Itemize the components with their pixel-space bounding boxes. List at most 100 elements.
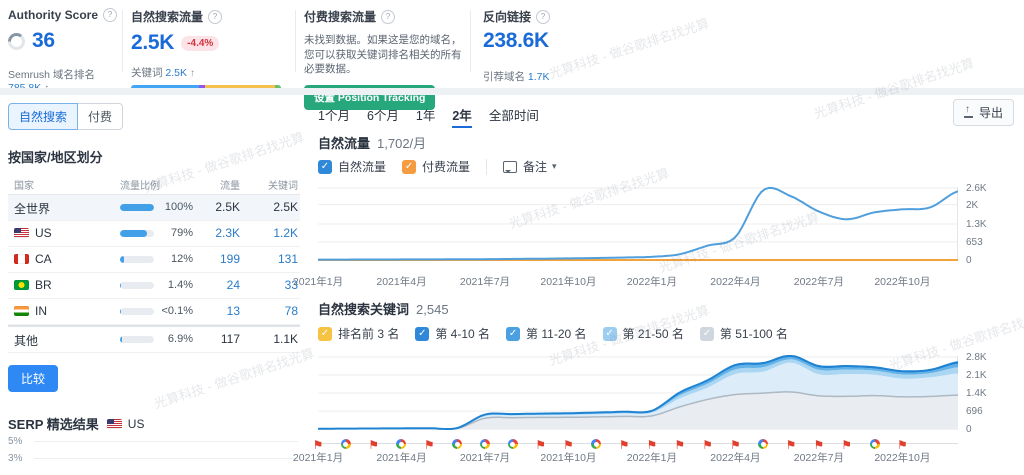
note-flag-marker[interactable]: ⚑ [368,436,379,454]
organic-traffic-block: 自然搜索流量 ? 2.5K -4.4% 关键词 2.5K ↑ [131,8,289,91]
legend-label: 第 11-20 名 [526,327,587,341]
organic-traffic-chart[interactable] [318,184,959,268]
authority-score-value: 36 [32,29,55,52]
keywords-value[interactable]: 78 [284,304,298,318]
x-axis-tick: 2022年7月 [793,276,844,288]
legend-item-4[interactable]: ✓ 第 51-100 名 [699,325,788,342]
table-row: BR 1.4% 24 33 [8,273,300,299]
share-value: 79% [170,227,193,239]
time-tab-1[interactable]: 6个月 [366,109,399,123]
note-flag-marker[interactable]: ⚑ [674,436,685,454]
time-tab-0[interactable]: 1个月 [318,109,350,123]
time-tab-4[interactable]: 全部时间 [488,109,539,123]
note-flag-marker[interactable]: ⚑ [841,436,852,454]
note-flag-marker[interactable]: ⚑ [424,436,435,454]
export-button[interactable]: 导出 [952,99,1014,126]
legend-item-0[interactable]: ✓ 自然流量 [318,158,386,175]
google-event-marker[interactable] [869,436,880,454]
google-event-marker[interactable] [591,436,602,454]
serp-features-chart[interactable]: 5%3%0%◡◎▤▣∞★◉▶♕▦⊙❑? [8,436,300,475]
paid-traffic-title: 付费搜索流量 [304,10,377,24]
legend-item-1[interactable]: ✓ 第 4-10 名 [415,325,490,342]
time-tab-3[interactable]: 2年 [452,105,472,128]
note-flag-marker[interactable]: ⚑ [535,436,546,454]
y-axis-tick: 2.8K [966,352,987,363]
notes-toggle[interactable]: 备注 ▾ [503,158,557,175]
organic-keywords-chart[interactable] [318,353,959,437]
x-axis-tick: 2022年10月 [874,452,931,464]
legend-item-0[interactable]: ✓ 排名前 3 名 [318,325,399,342]
legend-item-2[interactable]: ✓ 第 11-20 名 [506,325,587,342]
traffic-value[interactable]: 24 [226,278,240,292]
info-icon[interactable]: ? [381,9,396,24]
keywords-value[interactable]: 2.5K [165,67,188,79]
note-flag-marker[interactable]: ⚑ [730,436,741,454]
authority-score-title: Authority Score [8,8,99,22]
ref-domains-value[interactable]: 1.7K [527,71,550,83]
col-traffic: 流量 [220,181,240,192]
keywords-value[interactable]: 1.2K [273,226,298,240]
google-event-marker[interactable] [758,436,769,454]
divider [122,10,123,72]
divider [470,10,471,72]
google-event-marker[interactable] [452,436,463,454]
backlinks-value[interactable]: 238.6K [483,29,549,52]
us-flag-icon [106,418,122,429]
time-tab-2[interactable]: 1年 [415,109,436,123]
note-flag-marker[interactable]: ⚑ [813,436,824,454]
note-flag-marker[interactable]: ⚑ [897,436,908,454]
info-icon[interactable]: ? [536,9,551,24]
organic-traffic-chart-title: 自然流量 1,702/月 [318,136,427,151]
flag-icon: ⚑ [423,438,435,452]
google-icon [507,439,518,449]
keywords-value[interactable]: 131 [277,252,298,266]
google-event-marker[interactable] [479,436,490,454]
checkbox-icon[interactable]: ✓ [318,159,332,174]
note-flag-marker[interactable]: ⚑ [563,436,574,454]
note-flag-marker[interactable]: ⚑ [786,436,797,454]
note-flag-marker[interactable]: ⚑ [313,436,324,454]
checkbox-icon[interactable]: ✓ [602,326,617,341]
x-axis-tick: 2022年10月 [874,276,931,288]
compare-button[interactable]: 比较 [8,365,59,392]
google-event-marker[interactable] [507,436,518,454]
in-flag-icon [14,306,29,316]
legend-item-1[interactable]: ✓ 付费流量 [402,158,470,175]
note-flag-marker[interactable]: ⚑ [647,436,658,454]
traffic-value[interactable]: 2.3K [215,226,240,240]
traffic-value[interactable]: 13 [226,304,240,318]
share-bar-fill [120,282,121,289]
country-name: 其他 [14,334,39,348]
checkbox-icon[interactable]: ✓ [506,326,521,341]
checkbox-icon[interactable]: ✓ [699,326,714,341]
sidebar-tab-0[interactable]: 自然搜索 [8,103,79,130]
country-name: US [35,226,52,240]
note-flag-marker[interactable]: ⚑ [619,436,630,454]
checkbox-icon[interactable]: ✓ [402,159,417,174]
info-icon[interactable]: ? [208,9,223,24]
flag-icon: ⚑ [563,438,574,452]
checkbox-icon[interactable]: ✓ [318,326,332,341]
share-bar [120,282,154,289]
organic-traffic-title: 自然搜索流量 [131,10,204,24]
google-event-marker[interactable] [396,436,407,454]
legend-item-3[interactable]: ✓ 第 21-50 名 [602,325,684,342]
backlinks-title: 反向链接 [483,10,532,24]
organic-traffic-value[interactable]: 2.5K [131,31,175,54]
time-range-tabs: 1个月 6个月 1年 2年 全部时间 [318,105,539,128]
share-bar-fill [120,256,125,263]
section-separator [0,88,1024,95]
share-value: 1.4% [167,279,193,291]
legend-label: 排名前 3 名 [338,327,400,341]
traffic-value[interactable]: 199 [219,252,240,266]
sidebar-tab-1[interactable]: 付费 [78,103,124,130]
keywords-value: 2.5K [273,200,298,214]
google-event-marker[interactable] [340,436,351,454]
paid-traffic-message: 未找到数据。如果这是您的域名，您可以获取关键词排名相关的所有必要数据。 [304,34,462,76]
col-share: 流量比例 [120,181,160,192]
checkbox-icon[interactable]: ✓ [415,326,430,341]
keywords-value[interactable]: 33 [284,278,298,292]
google-icon [452,439,463,449]
note-flag-marker[interactable]: ⚑ [702,436,713,454]
info-icon[interactable]: ? [103,8,118,22]
